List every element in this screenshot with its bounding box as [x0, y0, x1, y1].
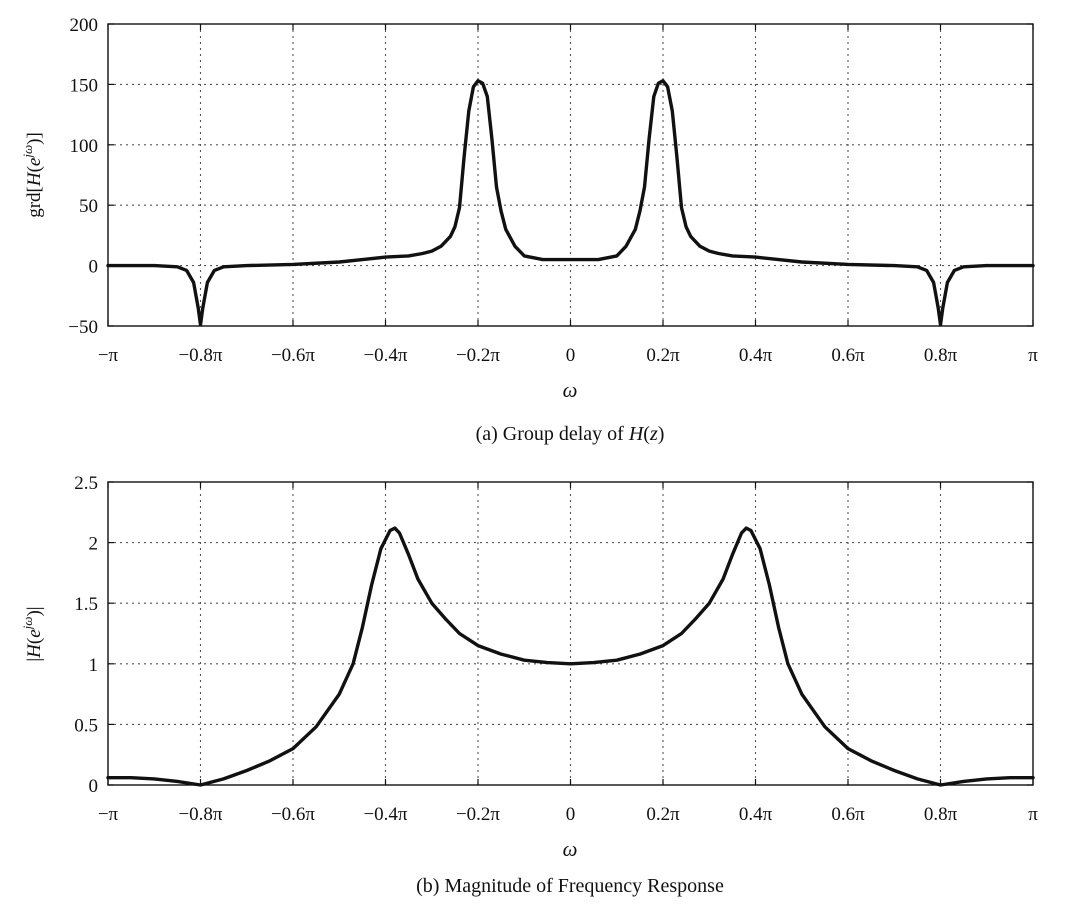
plot-a: −π −0.8π −0.6π −0.4π −0.2π 0 0.2π 0.4π 0.6π 0.8π π… [20, 15, 1038, 445]
plot-a-x-axis-label: ω [563, 378, 578, 402]
plot-a-caption: (a) Group delay of H(z) [476, 423, 665, 445]
plot-b-curve-layer [106, 526, 1035, 787]
plot-b-x-tick-label: π [1028, 804, 1038, 825]
plot-a-y-tick-label: 100 [70, 136, 99, 157]
plot-b-y-tick-label: 0.5 [74, 715, 98, 736]
plot-b-y-tick-label: 2.5 [74, 473, 98, 494]
plot-a-x-tick-label: −0.4π [363, 345, 407, 366]
plot-a-y-tick-label: 0 [89, 257, 99, 278]
plot-a-curve-layer [106, 79, 1035, 327]
plot-a-series-line [106, 79, 1035, 327]
plot-b-x-ticks: −π −0.8π −0.6π −0.4π −0.2π 0 0.2π 0.4π 0.6π 0.8π π [98, 482, 1038, 825]
plot-b-y-axis-label: |H(ejω)| [20, 606, 45, 661]
plot-b-x-tick-label: 0.4π [739, 804, 773, 825]
plot-a-x-tick-label: 0 [566, 345, 576, 366]
plot-a-x-tick-label: 0.2π [646, 345, 680, 366]
plot-b-y-tick-label: 2 [89, 534, 99, 555]
plot-b-x-tick-label: −0.8π [178, 804, 222, 825]
plot-a-x-tick-label: π [1028, 345, 1038, 366]
plot-b-y-tick-label: 1 [89, 655, 99, 676]
plot-b-x-axis-label: ω [563, 837, 578, 861]
plot-a-x-tick-label: −0.2π [456, 345, 500, 366]
plot-a-x-tick-label: 0.6π [831, 345, 865, 366]
plot-a-y-tick-label: −50 [68, 317, 98, 338]
plot-a-x-tick-label: 0.8π [924, 345, 958, 366]
plot-b-x-tick-label: 0.6π [831, 804, 865, 825]
plot-a-y-ticks: −50 0 50 100 150 200 [68, 15, 1033, 338]
plot-a-y-tick-label: 150 [70, 75, 99, 96]
plot-b-x-tick-label: −0.4π [363, 804, 407, 825]
plot-b: −π −0.8π −0.6π −0.4π −0.2π 0 0.2π 0.4π 0.6π 0.8π π… [20, 473, 1038, 897]
plot-a-x-tick-label: −0.8π [178, 345, 222, 366]
plot-a-grid [108, 24, 1033, 326]
plot-a-x-tick-label: −0.6π [271, 345, 315, 366]
plot-b-y-tick-label: 0 [89, 776, 99, 797]
plot-a-y-axis-label: grd[H(ejω)] [20, 132, 45, 218]
plot-a-y-tick-label: 50 [79, 196, 98, 217]
plot-b-y-ticks: 0 0.5 1 1.5 2 2.5 [74, 473, 1033, 797]
plot-b-x-tick-label: 0.2π [646, 804, 680, 825]
plot-a-x-ticks: −π −0.8π −0.6π −0.4π −0.2π 0 0.2π 0.4π 0.6π 0.8π π [98, 24, 1038, 366]
plot-b-y-tick-label: 1.5 [74, 594, 98, 615]
plot-b-series-line [106, 526, 1035, 787]
plot-a-y-tick-label: 200 [70, 15, 99, 36]
plot-b-grid [108, 482, 1033, 785]
plot-a-x-tick-label: 0.4π [739, 345, 773, 366]
plot-b-x-tick-label: −0.6π [271, 804, 315, 825]
plot-b-caption: (b) Magnitude of Frequency Response [416, 875, 724, 897]
plot-a-x-tick-label: −π [98, 345, 119, 366]
plot-b-x-tick-label: 0.8π [924, 804, 958, 825]
plot-b-x-tick-label: −0.2π [456, 804, 500, 825]
plot-b-x-tick-label: −π [98, 804, 119, 825]
plot-b-x-tick-label: 0 [566, 804, 576, 825]
